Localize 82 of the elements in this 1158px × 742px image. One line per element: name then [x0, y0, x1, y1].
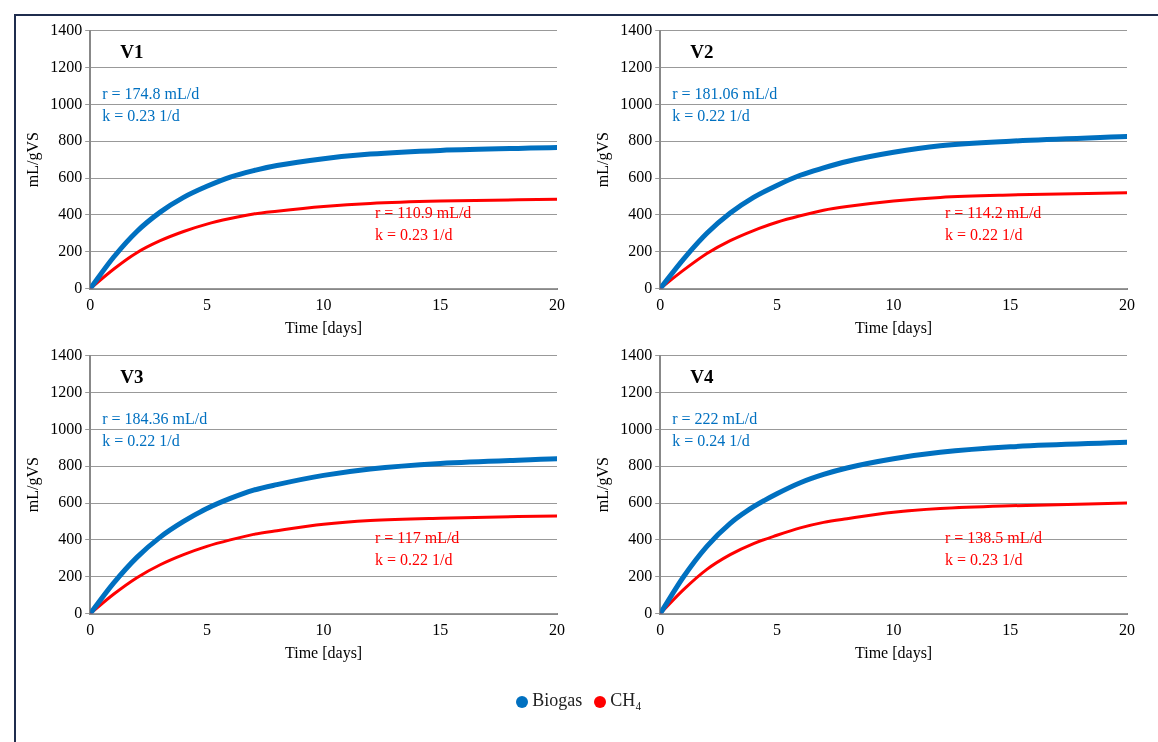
x-tick-label: 0	[656, 296, 665, 314]
y-tick-label: 800	[628, 456, 653, 474]
annotation: k = 0.23 1/d	[102, 107, 180, 125]
y-tick-label: 1400	[620, 20, 653, 38]
annotation: r = 181.06 mL/d	[672, 85, 778, 103]
y-tick-label: 800	[58, 131, 83, 149]
y-tick-label: 600	[58, 168, 83, 186]
x-axis-title: Time [days]	[285, 318, 363, 337]
x-tick-label: 10	[315, 621, 332, 639]
y-tick-label: 200	[628, 241, 653, 259]
annotation: k = 0.23 1/d	[944, 550, 1023, 568]
annotation: r = 222 mL/d	[672, 410, 758, 428]
x-axis-title: Time [days]	[285, 643, 363, 662]
annotation: r = 110.9 mL/d	[374, 203, 472, 221]
y-tick-label: 600	[628, 168, 653, 186]
y-tick-label: 200	[58, 241, 83, 259]
y-tick-label: 1000	[50, 419, 83, 437]
x-tick-label: 10	[885, 296, 902, 314]
annotation: k = 0.22 1/d	[672, 107, 750, 125]
annotation: k = 0.22 1/d	[944, 225, 1023, 243]
x-tick-label: 10	[885, 621, 902, 639]
x-tick-label: 20	[1119, 296, 1135, 314]
annotation: k = 0.23 1/d	[374, 225, 453, 243]
x-tick-label: 0	[86, 621, 95, 639]
y-tick-label: 1000	[620, 419, 653, 437]
x-tick-label: 15	[1002, 296, 1019, 314]
y-tick-label: 1200	[620, 57, 653, 75]
x-tick-label: 20	[1119, 621, 1135, 639]
y-tick-label: 1400	[50, 20, 83, 38]
x-tick-label: 0	[86, 296, 95, 314]
y-tick-label: 1200	[620, 382, 653, 400]
x-axis-title: Time [days]	[855, 643, 933, 662]
annotation: r = 117 mL/d	[374, 528, 460, 546]
y-axis-title: mL/gVS	[23, 132, 42, 188]
annotation: r = 138.5 mL/d	[944, 528, 1042, 546]
text: V4	[690, 365, 714, 387]
x-tick-label: 5	[772, 296, 781, 314]
legend-label: CH₄	[610, 690, 642, 710]
y-tick-label: 800	[58, 456, 83, 474]
y-tick-label: 800	[628, 131, 653, 149]
y-tick-label: 200	[58, 566, 83, 584]
y-tick-label: 400	[58, 530, 83, 548]
y-axis-title: mL/gVS	[593, 457, 612, 513]
text: V1	[120, 40, 144, 62]
x-tick-label: 10	[315, 296, 332, 314]
y-tick-label: 0	[74, 278, 83, 296]
x-tick-label: 0	[656, 621, 665, 639]
x-tick-label: 20	[549, 621, 565, 639]
x-tick-label: 20	[549, 296, 565, 314]
y-tick-label: 200	[628, 566, 653, 584]
x-tick-label: 5	[772, 621, 781, 639]
y-tick-label: 1000	[620, 94, 653, 112]
y-tick-label: 0	[74, 603, 83, 621]
y-tick-label: 600	[628, 493, 653, 511]
annotation: r = 174.8 mL/d	[102, 85, 200, 103]
x-tick-label: 15	[432, 621, 449, 639]
y-tick-label: 600	[58, 493, 83, 511]
y-tick-label: 1200	[50, 57, 83, 75]
annotation: k = 0.22 1/d	[374, 550, 453, 568]
y-tick-label: 400	[628, 530, 653, 548]
y-tick-label: 1400	[50, 345, 83, 363]
x-axis-title: Time [days]	[855, 318, 933, 337]
y-tick-label: 1000	[50, 94, 83, 112]
y-axis-title: mL/gVS	[593, 132, 612, 188]
annotation: r = 114.2 mL/d	[944, 203, 1042, 221]
y-tick-label: 400	[58, 205, 83, 223]
x-tick-label: 5	[202, 296, 211, 314]
annotation: k = 0.22 1/d	[102, 432, 180, 450]
y-tick-label: 0	[644, 278, 653, 296]
x-tick-label: 15	[432, 296, 449, 314]
text: V2	[690, 40, 714, 62]
y-axis-title: mL/gVS	[23, 457, 42, 513]
y-tick-label: 1200	[50, 382, 83, 400]
text: V3	[120, 365, 144, 387]
x-tick-label: 5	[202, 621, 211, 639]
annotation: k = 0.24 1/d	[672, 432, 750, 450]
y-tick-label: 400	[628, 205, 653, 223]
x-tick-label: 15	[1002, 621, 1019, 639]
legend-label: Biogas	[532, 690, 583, 710]
y-tick-label: 0	[644, 603, 653, 621]
annotation: r = 184.36 mL/d	[102, 410, 208, 428]
y-tick-label: 1400	[620, 345, 653, 363]
